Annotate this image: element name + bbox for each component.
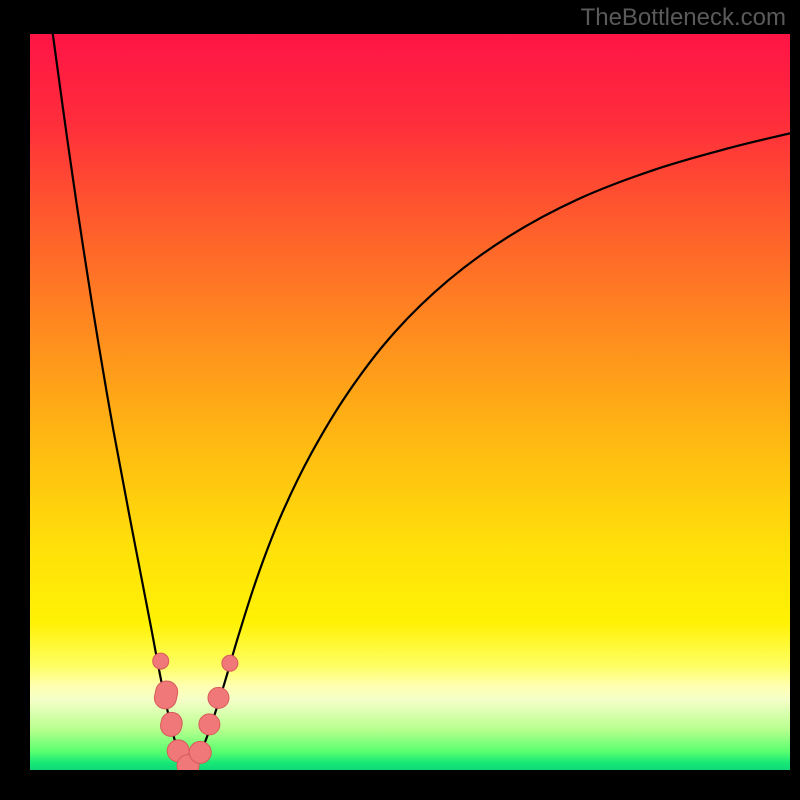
gradient-background [30, 34, 790, 770]
marker-point [199, 714, 220, 735]
marker-point [208, 687, 229, 708]
plot-area [30, 34, 790, 770]
watermark-text: TheBottleneck.com [581, 4, 786, 32]
chart-container: TheBottleneck.com [0, 0, 800, 800]
bottleneck-chart [30, 34, 790, 770]
marker-point [153, 653, 169, 669]
marker-point [222, 655, 238, 671]
